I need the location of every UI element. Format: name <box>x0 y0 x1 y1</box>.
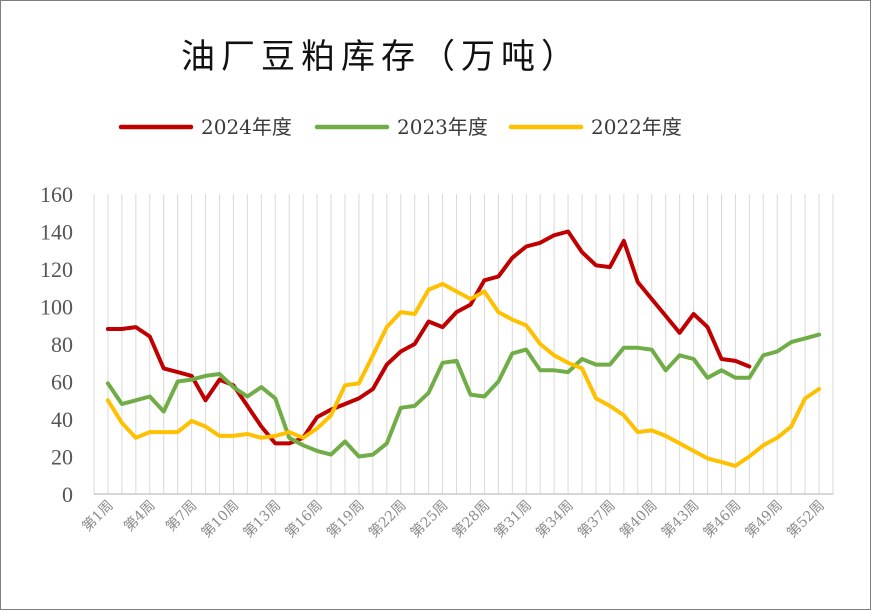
x-tick-label: 第31周 <box>491 497 535 541</box>
x-tick-label: 第49周 <box>742 497 786 541</box>
legend-label: 2023年度 <box>397 115 488 139</box>
x-tick-label: 第19周 <box>323 497 367 541</box>
x-tick-label: 第16周 <box>281 497 325 541</box>
x-tick-label: 第34周 <box>532 497 576 541</box>
x-tick-label: 第52周 <box>783 497 827 541</box>
x-axis-ticks: 第1周 第4周 第7周第10周第13周第16周第19周第22周第25周第28周第31… <box>79 497 828 541</box>
x-tick-label: 第13周 <box>240 497 284 541</box>
series-line <box>105 332 822 459</box>
y-tick-label: 60 <box>51 370 73 395</box>
series-line <box>105 229 752 446</box>
y-tick-label: 100 <box>40 295 73 320</box>
chart-legend: 2024年度 2023年度 2022年度 <box>118 115 682 139</box>
legend-label: 2024年度 <box>201 115 292 139</box>
x-tick-label: 第4周 <box>120 497 158 535</box>
x-tick-label: 第1周 <box>79 497 117 535</box>
y-tick-label: 20 <box>51 445 73 470</box>
y-tick-label: 120 <box>40 257 73 282</box>
y-tick-label: 80 <box>51 332 73 357</box>
x-tick-label: 第22周 <box>365 497 409 541</box>
chart-title: 油厂豆粕库存（万吨） <box>181 37 581 77</box>
x-tick-label: 第28周 <box>449 497 493 541</box>
x-tick-label: 第46周 <box>700 497 744 541</box>
y-tick-label: 0 <box>62 482 73 507</box>
legend-label: 2022年度 <box>591 115 682 139</box>
x-tick-label: 第25周 <box>407 497 451 541</box>
y-tick-label: 40 <box>51 407 73 432</box>
x-tick-label: 第7周 <box>162 497 200 535</box>
x-tick-label: 第37周 <box>574 497 618 541</box>
series-lines <box>105 229 822 468</box>
x-tick-label: 第43周 <box>658 497 702 541</box>
series-line <box>105 282 822 468</box>
y-axis-ticks: 0 20 40 60 80 100 120 140 160 <box>40 182 73 507</box>
y-tick-label: 140 <box>40 220 73 245</box>
plot-gridlines <box>93 194 834 494</box>
y-tick-label: 160 <box>40 182 73 207</box>
x-tick-label: 第10周 <box>198 497 242 541</box>
x-tick-label: 第40周 <box>616 497 660 541</box>
